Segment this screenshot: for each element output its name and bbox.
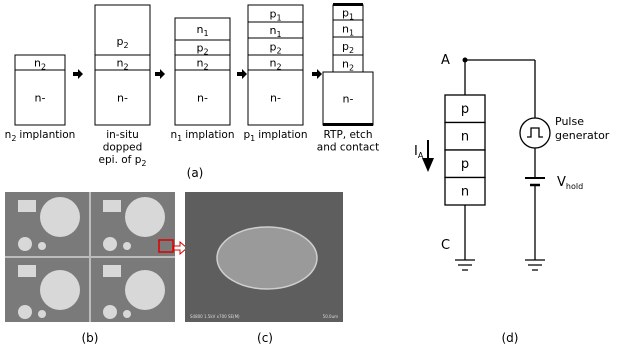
label-text: in-situ [106,129,139,141]
label-sub: 2 [276,47,281,56]
label: dopped [103,142,143,154]
node-label: A [441,53,450,68]
label: in-situ [106,129,139,141]
figure: S4800 1.5kV x700 SE(M) 50.0um (a) (b) (c… [0,0,628,354]
label-sub: 1 [276,14,281,23]
label-sub: 2 [123,41,128,50]
label-text: n [5,129,12,141]
step-arrow [73,69,83,79]
label-text: n- [197,92,208,105]
label-text: p [196,42,203,55]
contact [333,3,363,6]
label-text: n [269,24,276,37]
panel-label: (d) [502,331,519,345]
step-arrow [155,69,165,79]
label: n- [270,92,281,105]
label-text: n [269,57,276,70]
label: and contact [317,142,379,154]
label-sub: 1 [250,134,255,143]
label-text: n- [270,92,281,105]
step-arrow [312,69,322,79]
label-text: V [557,175,566,190]
label-sub: 1 [349,29,354,38]
label-sub: A [418,151,424,160]
sem-info: S4800 1.5kV x700 SE(M) [190,314,240,319]
label-sub: 2 [141,159,146,168]
label-text: p [269,8,276,21]
step-arrow [237,69,247,79]
label-text: p [269,41,276,54]
label-text: implantion [19,129,75,141]
label-text: n [342,23,349,36]
source-label: generator [555,129,610,142]
label-text: p [342,7,349,20]
label-text: n- [117,92,128,105]
label: n- [197,92,208,105]
label-text: epi. of p [99,154,142,166]
node-label: C [441,238,450,253]
device-layer-label: n [461,185,469,200]
current-arrow [422,158,434,172]
device-layer-label: p [461,157,469,172]
source-label: Pulse [555,115,584,128]
label: epi. of p2 [99,154,147,168]
label-text: p [342,40,349,53]
panel-label: (a) [187,166,204,180]
label: Vhold [557,175,583,191]
photo-sem: S4800 1.5kV x700 SE(M) 50.0um [185,192,343,322]
label-sub: 1 [177,134,182,143]
sem-scale: 50.0um [323,314,338,319]
label: n- [35,92,46,105]
contact [323,123,373,126]
label-text: dopped [103,142,143,154]
photo-wafer [5,192,175,322]
label-text: RTP, etch [324,129,373,141]
label-text: n [116,57,123,70]
label-text: n [342,58,349,71]
label-text: n [196,23,203,36]
device-layer-label: p [461,102,469,117]
label-sub: 2 [349,64,354,73]
label: RTP, etch [324,129,373,141]
label: n- [343,93,354,106]
label: n- [117,92,128,105]
label-sub: 2 [349,46,354,55]
label-text: implation [185,129,234,141]
label-text: p [116,35,123,48]
panel-label: (b) [82,331,99,345]
label-sub: 1 [203,29,208,38]
label: IA [414,144,424,160]
label-text: n- [343,93,354,106]
label-text: implation [258,129,307,141]
node-dot [463,58,468,63]
label-sub: 2 [11,134,16,143]
label-text: n [34,57,41,70]
label-text: n- [35,92,46,105]
label-text: n [196,57,203,70]
device-layer-label: n [461,130,469,145]
panel-label: (c) [257,331,273,345]
label-sub: hold [566,182,583,191]
label-text: and contact [317,142,379,154]
label-text: n [170,129,177,141]
